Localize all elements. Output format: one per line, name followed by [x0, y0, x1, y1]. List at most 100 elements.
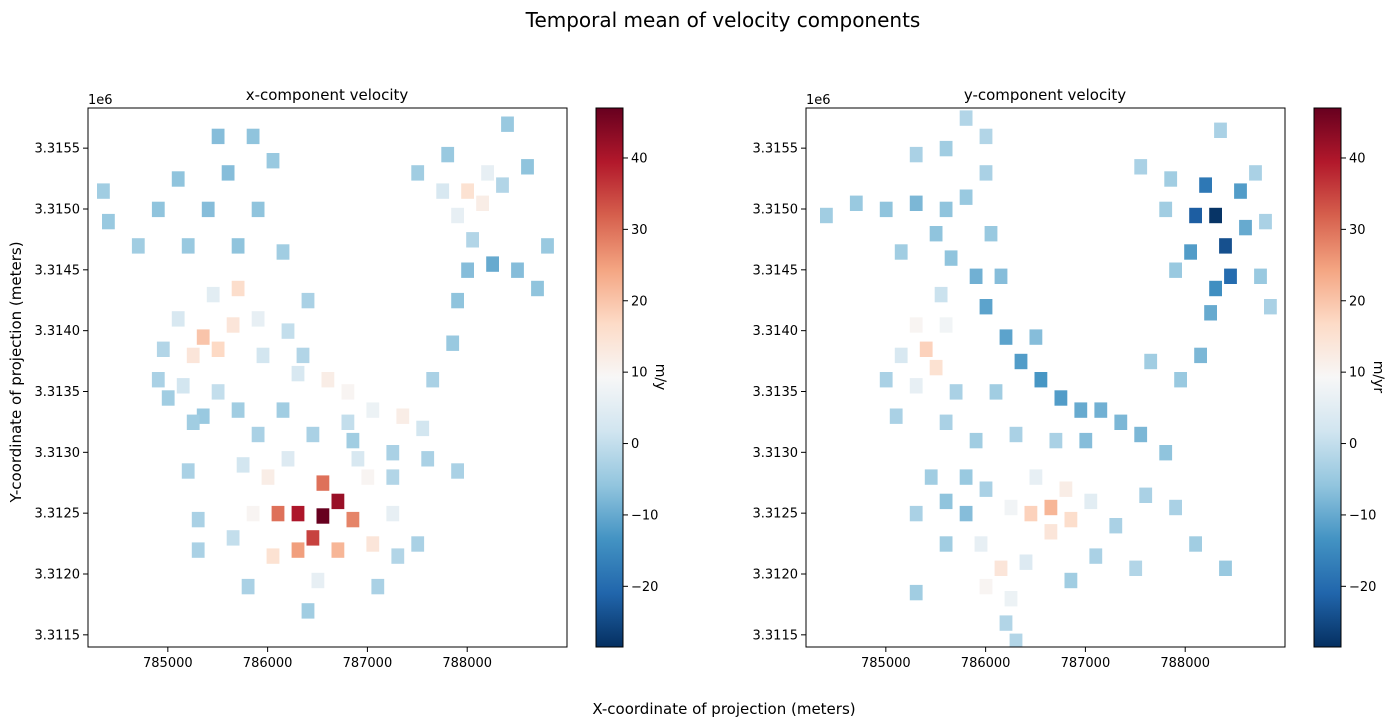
heatmap-cell	[361, 469, 375, 485]
colorbar-label: m/y	[652, 364, 668, 391]
heatmap-cell	[461, 183, 474, 199]
heatmap-cell	[894, 347, 908, 364]
heatmap-cell	[909, 584, 923, 601]
heatmap-cell	[820, 207, 833, 224]
x-tick-label: 787000	[343, 656, 393, 671]
y-ticks: 3.3115 3.3120 3.3125 3.3130 3.3135 3.3140 3.31…	[753, 142, 806, 643]
colorbar-ticks: −20 −10 0 10 20 30 40	[623, 151, 658, 595]
heatmap-cell	[211, 341, 225, 357]
y-tick-label: 3.3115	[753, 628, 799, 643]
x-tick-label: 786000	[243, 656, 293, 671]
y-tick-label: 3.3135	[753, 385, 799, 400]
heatmap-cell	[171, 171, 185, 187]
heatmap-cell	[1264, 299, 1277, 315]
heatmap-cell	[1084, 493, 1098, 510]
heatmap-cell	[1024, 505, 1038, 522]
heatmap-cell	[411, 165, 425, 181]
heatmap-cell	[924, 469, 938, 485]
heatmap-cell	[371, 578, 385, 595]
heatmap-cell	[969, 268, 983, 284]
colorbar	[1313, 107, 1342, 648]
heatmap-cell	[979, 165, 993, 181]
heatmap-cell	[151, 372, 165, 388]
heatmap-cell	[331, 493, 345, 510]
heatmap-cell	[1059, 481, 1073, 497]
heatmap-cell	[266, 153, 280, 169]
heatmap-cell	[366, 402, 380, 418]
y-tick-label: 3.3155	[35, 142, 81, 157]
heatmap-cell	[251, 201, 265, 218]
heatmap-cell	[171, 311, 185, 327]
heatmap-cell	[1044, 499, 1058, 516]
heatmap-cell	[346, 511, 360, 528]
heatmap-cell	[1054, 390, 1068, 406]
heatmap-cell	[131, 238, 145, 254]
heatmap-cell	[351, 451, 365, 467]
colorbar-ticks: −20 −10 0 10 20 30 40	[1341, 151, 1376, 595]
heatmap-cell	[226, 530, 240, 546]
heatmap-cell	[1194, 347, 1207, 364]
heatmap-cell	[246, 505, 260, 522]
heatmap-cell	[889, 408, 903, 424]
heatmap-cell	[979, 128, 993, 145]
heatmap-cell	[1184, 244, 1197, 260]
heatmap-cell	[959, 469, 973, 485]
y-tick-label: 3.3135	[35, 385, 81, 400]
heatmap-cell	[1079, 432, 1093, 449]
x-tick-label: 786000	[961, 656, 1011, 671]
heatmap-cell	[521, 159, 534, 175]
heatmap-cell	[301, 603, 315, 619]
heatmap-cell	[501, 116, 514, 132]
heatmap-cell	[191, 542, 205, 558]
y-offset-label: 1e6	[806, 93, 831, 108]
heatmap-cell	[1029, 329, 1043, 345]
heatmap-cell	[979, 299, 993, 315]
heatmap-cell	[156, 341, 170, 357]
heatmap-cell	[1169, 499, 1182, 516]
heatmap-cell	[1219, 560, 1232, 576]
heatmap-cell	[476, 195, 489, 211]
heatmap-cell	[276, 244, 290, 260]
y-tick-label: 3.3150	[753, 202, 799, 217]
heatmap-cell	[246, 128, 260, 145]
x-ticks: 785000 786000 787000 788000	[143, 647, 492, 671]
heatmap-cell	[481, 165, 494, 181]
heatmap-cell	[894, 244, 908, 260]
y-tick-label: 3.3125	[35, 507, 81, 522]
heatmap-cell	[411, 536, 425, 552]
heatmap-cell	[1049, 432, 1063, 449]
heatmap-cell	[196, 408, 210, 424]
heatmap-cell	[1164, 171, 1178, 187]
heatmap-cell	[969, 432, 983, 449]
heatmap-cell	[211, 128, 225, 145]
heatmap-cell	[959, 505, 973, 522]
heatmap-cell	[291, 365, 305, 382]
y-tick-label: 3.3120	[753, 567, 799, 582]
heatmap-cell	[211, 384, 225, 400]
heatmap-cell	[541, 238, 554, 254]
heatmap-cell	[979, 578, 993, 595]
heatmap-cell	[1094, 402, 1108, 418]
heatmap-cell	[291, 505, 305, 522]
y-tick-label: 3.3125	[753, 507, 799, 522]
figure-title: Temporal mean of velocity components	[525, 8, 921, 32]
heatmap-cell	[181, 238, 195, 254]
heatmap-cell	[1159, 445, 1173, 461]
heatmap-cell	[261, 469, 275, 485]
heatmap-cell	[186, 414, 200, 430]
heatmap-cell	[196, 329, 210, 345]
heatmap-cell	[386, 469, 400, 485]
heatmap-cell	[251, 311, 265, 327]
heatmap-cell	[296, 347, 310, 364]
heatmap-cell	[281, 323, 295, 339]
heatmap-cell	[321, 372, 335, 388]
colorbar-tick-label: 10	[1349, 366, 1366, 381]
heatmap-cell	[226, 317, 240, 333]
heatmap-cell	[396, 408, 410, 424]
colorbar-tick-label: 30	[1349, 223, 1366, 238]
heatmap-cell	[341, 414, 355, 430]
heatmap-cell	[366, 536, 380, 552]
y-tick-label: 3.3155	[753, 142, 799, 157]
x-tick-label: 788000	[442, 656, 492, 671]
plot-frame	[87, 107, 568, 648]
